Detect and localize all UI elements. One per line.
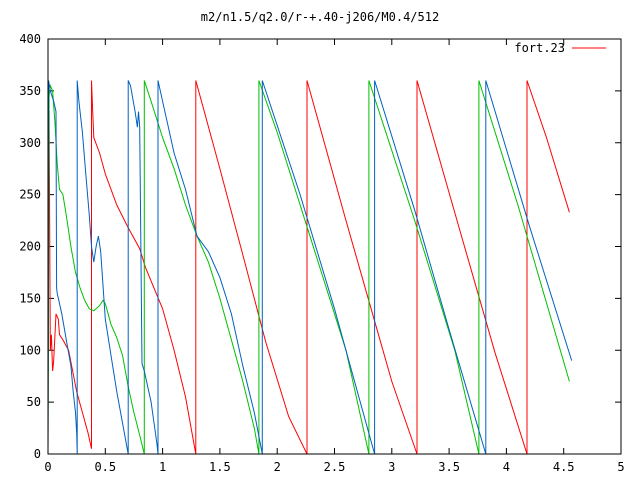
y-tick-label: 50 (27, 395, 41, 409)
y-tick-label: 0 (34, 447, 41, 461)
x-tick-label: 1 (159, 460, 166, 474)
plot-border (47, 38, 622, 455)
series-line-blue (47, 80, 573, 455)
y-tick-label: 400 (19, 32, 41, 46)
axis-ticks: 0 0.5 1 1.5 2 2.5 3 3.5 4 4.5 50501001502002503003… (19, 32, 624, 474)
x-tick-label: 5 (617, 460, 624, 474)
x-tick-label: 4 (503, 460, 510, 474)
x-tick-label: 0 (44, 460, 51, 474)
x-tick-label: 3 (388, 460, 395, 474)
legend: fort.23 (514, 41, 606, 55)
y-tick-label: 250 (19, 188, 41, 202)
x-tick-label: 2 (274, 460, 281, 474)
legend-label: fort.23 (514, 41, 565, 55)
x-tick-label: 0.5 (94, 460, 116, 474)
x-tick-label: 2.5 (324, 460, 346, 474)
x-tick-label: 3.5 (438, 460, 460, 474)
y-tick-label: 200 (19, 240, 41, 254)
y-tick-label: 300 (19, 136, 41, 150)
y-tick-label: 100 (19, 343, 41, 357)
series-line-red (47, 80, 570, 455)
x-tick-label: 4.5 (553, 460, 575, 474)
y-tick-label: 350 (19, 84, 41, 98)
chart-title: m2/n1.5/q2.0/r-+.40-j206/M0.4/512 (201, 10, 439, 24)
y-tick-label: 150 (19, 291, 41, 305)
x-tick-label: 1.5 (209, 460, 231, 474)
